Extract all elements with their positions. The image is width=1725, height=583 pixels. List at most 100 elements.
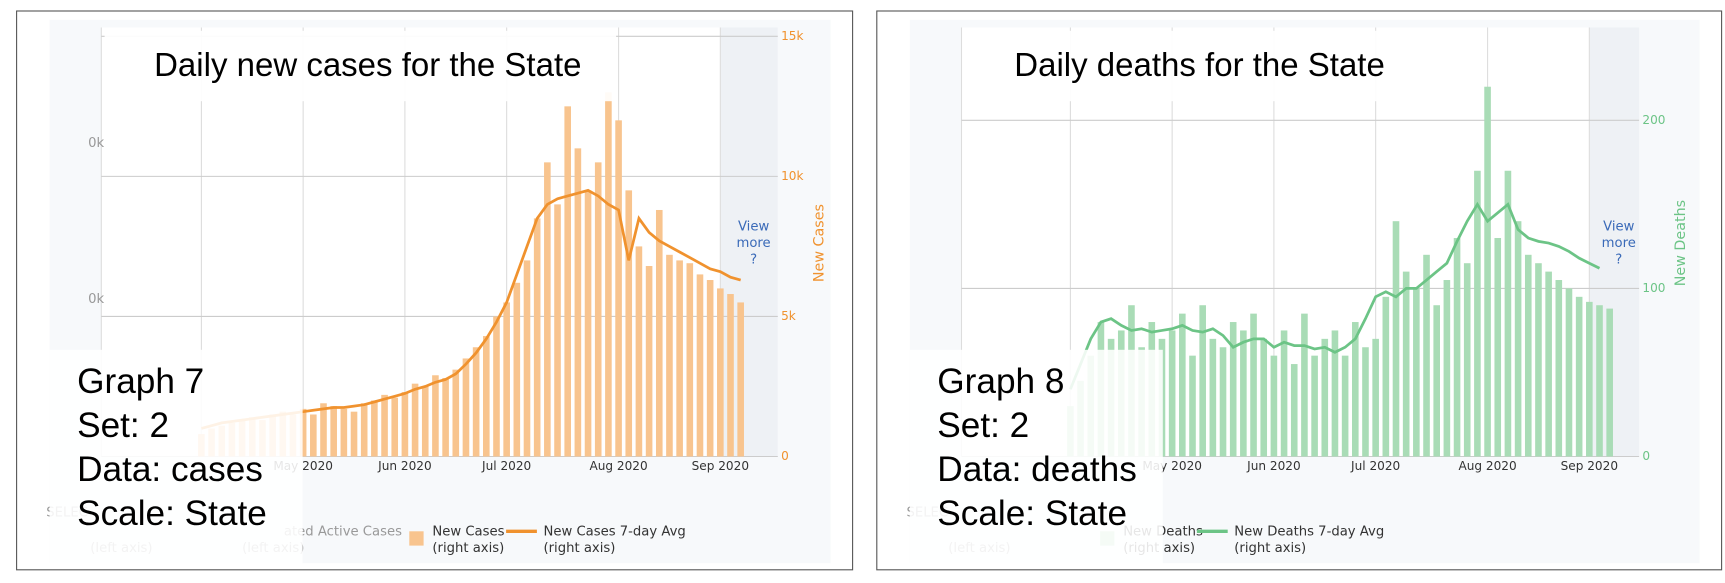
x-tick-label: Aug 2020 [589,459,647,473]
bar [391,397,399,457]
bar [462,358,470,457]
y-tick-label: 0 [1642,449,1650,463]
bar [320,403,327,457]
legend-label: New Cases 7-day Avg [544,524,686,539]
x-tick-label: Jul 2020 [1350,459,1400,473]
bar [737,302,744,457]
y-tick-label: 100 [1642,281,1665,295]
bar [1290,364,1298,457]
y-tick-label: 5k [781,309,796,323]
bar [299,408,307,457]
bar [1260,338,1268,457]
bar [605,92,612,457]
avg-line [1069,201,1601,390]
bar [1209,338,1217,457]
bar [452,369,460,457]
bar [1199,305,1206,457]
legend-note: (right axis) [1234,541,1306,556]
legend-note: (right axis) [544,541,616,556]
view-more-link[interactable]: ? [1615,253,1622,268]
bar [1514,221,1522,457]
legend-swatch [409,531,424,546]
bar [594,162,602,457]
bar [1179,313,1186,457]
bar [1392,221,1400,457]
bar [1484,86,1491,457]
bar [1535,263,1542,457]
bar [1504,170,1512,457]
bar [1596,305,1603,457]
chart-panel: May 2020 Jun 2020 Jul 2020 Aug 2020 Sep 2020… [876,10,1723,571]
bar [533,218,541,457]
legend-note: (right axis) [432,541,504,556]
bar [676,260,683,457]
bar [1555,280,1563,457]
bar [1423,254,1430,457]
bar [1606,308,1613,457]
x-tick-label: Sep 2020 [1561,459,1618,473]
overlay-title: Daily deaths for the State [1014,46,1385,83]
chart-panel: May 2020 Jun 2020 Jul 2020 Aug 2020 Sep 2020… [16,10,854,571]
bar [1229,322,1237,457]
bar [574,148,582,457]
bar [615,120,622,457]
x-tick-label: Aug 2020 [1458,459,1516,473]
view-more-link[interactable]: more [1602,236,1636,251]
y-tick-label: 15k [781,29,803,43]
bar [1382,296,1390,457]
bar [1524,254,1532,457]
bar [1402,271,1410,457]
bar [1311,355,1318,457]
overlay-label: Scale: State [77,494,267,533]
overlay-label: Data: cases [77,450,263,489]
x-tick-label: Jun 2020 [1246,459,1301,473]
bar [655,209,663,457]
bar [310,414,317,457]
bar [645,266,653,457]
bar [635,246,643,457]
view-more-link[interactable]: ? [750,253,757,268]
bar [1331,330,1339,457]
bar [1362,347,1369,457]
overlay-label: Set: 2 [937,406,1029,445]
bar [523,260,531,457]
bar [493,316,500,457]
bar [1433,305,1440,457]
bar [1463,263,1471,457]
bar [625,190,633,457]
overlay-label: Set: 2 [77,406,169,445]
bar [1189,355,1196,457]
overlay [49,349,303,567]
bar [1341,355,1349,457]
view-more-link[interactable]: View [738,220,770,235]
bar [1301,313,1308,457]
bar [1280,330,1288,457]
x-tick-label: Sep 2020 [692,459,749,473]
overlay [104,30,617,102]
bar [584,190,592,457]
view-more-link[interactable]: View [1603,220,1635,235]
bar [340,408,348,457]
bar [686,263,694,457]
bar [1270,355,1278,457]
y-tick-label: 200 [1642,113,1665,127]
overlay [909,349,1163,567]
bar [1168,330,1176,457]
bar [1240,330,1247,457]
overlay-label: Graph 7 [77,362,204,401]
bar [1372,338,1379,457]
bar [727,294,734,457]
bar [1565,288,1573,457]
bar [1250,313,1257,457]
view-more-link[interactable]: more [737,236,771,251]
faded-text: 0k [88,292,104,307]
bar [513,282,521,457]
overlay [964,30,1477,102]
bar [544,162,551,457]
bar [554,204,561,457]
bar [432,375,439,457]
bar [1413,288,1420,457]
bar [483,336,490,457]
bar [1586,301,1593,457]
x-tick-label: Jun 2020 [377,459,432,473]
